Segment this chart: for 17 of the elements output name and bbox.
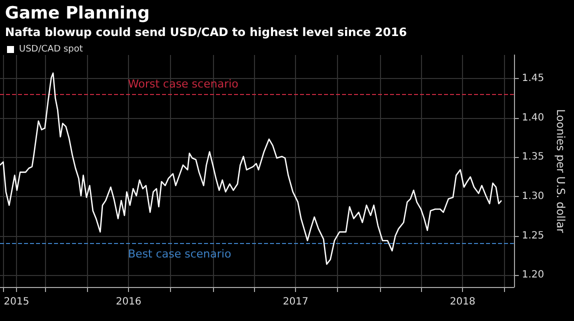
ref-line-label: Worst case scenario bbox=[128, 77, 239, 90]
chart-subtitle: Nafta blowup could send USD/CAD to highest level since 2016 bbox=[5, 25, 407, 39]
y-axis-title: Loonies per U.S. dollar bbox=[554, 109, 567, 234]
x-tick-label: 2015 bbox=[4, 296, 30, 308]
line-series bbox=[0, 72, 502, 265]
chart-title: Game Planning bbox=[5, 4, 150, 24]
x-tick-label: 2018 bbox=[450, 296, 476, 308]
ref-line-label: Best case scenario bbox=[128, 248, 232, 261]
x-tick-label: 2016 bbox=[116, 296, 142, 308]
y-tick-label: 1.25 bbox=[522, 230, 544, 242]
legend-label: USD/CAD spot bbox=[19, 44, 84, 54]
y-tick-label: 1.40 bbox=[522, 112, 544, 124]
y-tick-label: 1.30 bbox=[522, 191, 544, 202]
y-tick-label: 1.35 bbox=[522, 152, 544, 163]
y-tick-label: 1.20 bbox=[522, 270, 544, 281]
y-tick-label: 1.45 bbox=[522, 73, 544, 84]
x-tick-label: 2017 bbox=[282, 296, 308, 308]
